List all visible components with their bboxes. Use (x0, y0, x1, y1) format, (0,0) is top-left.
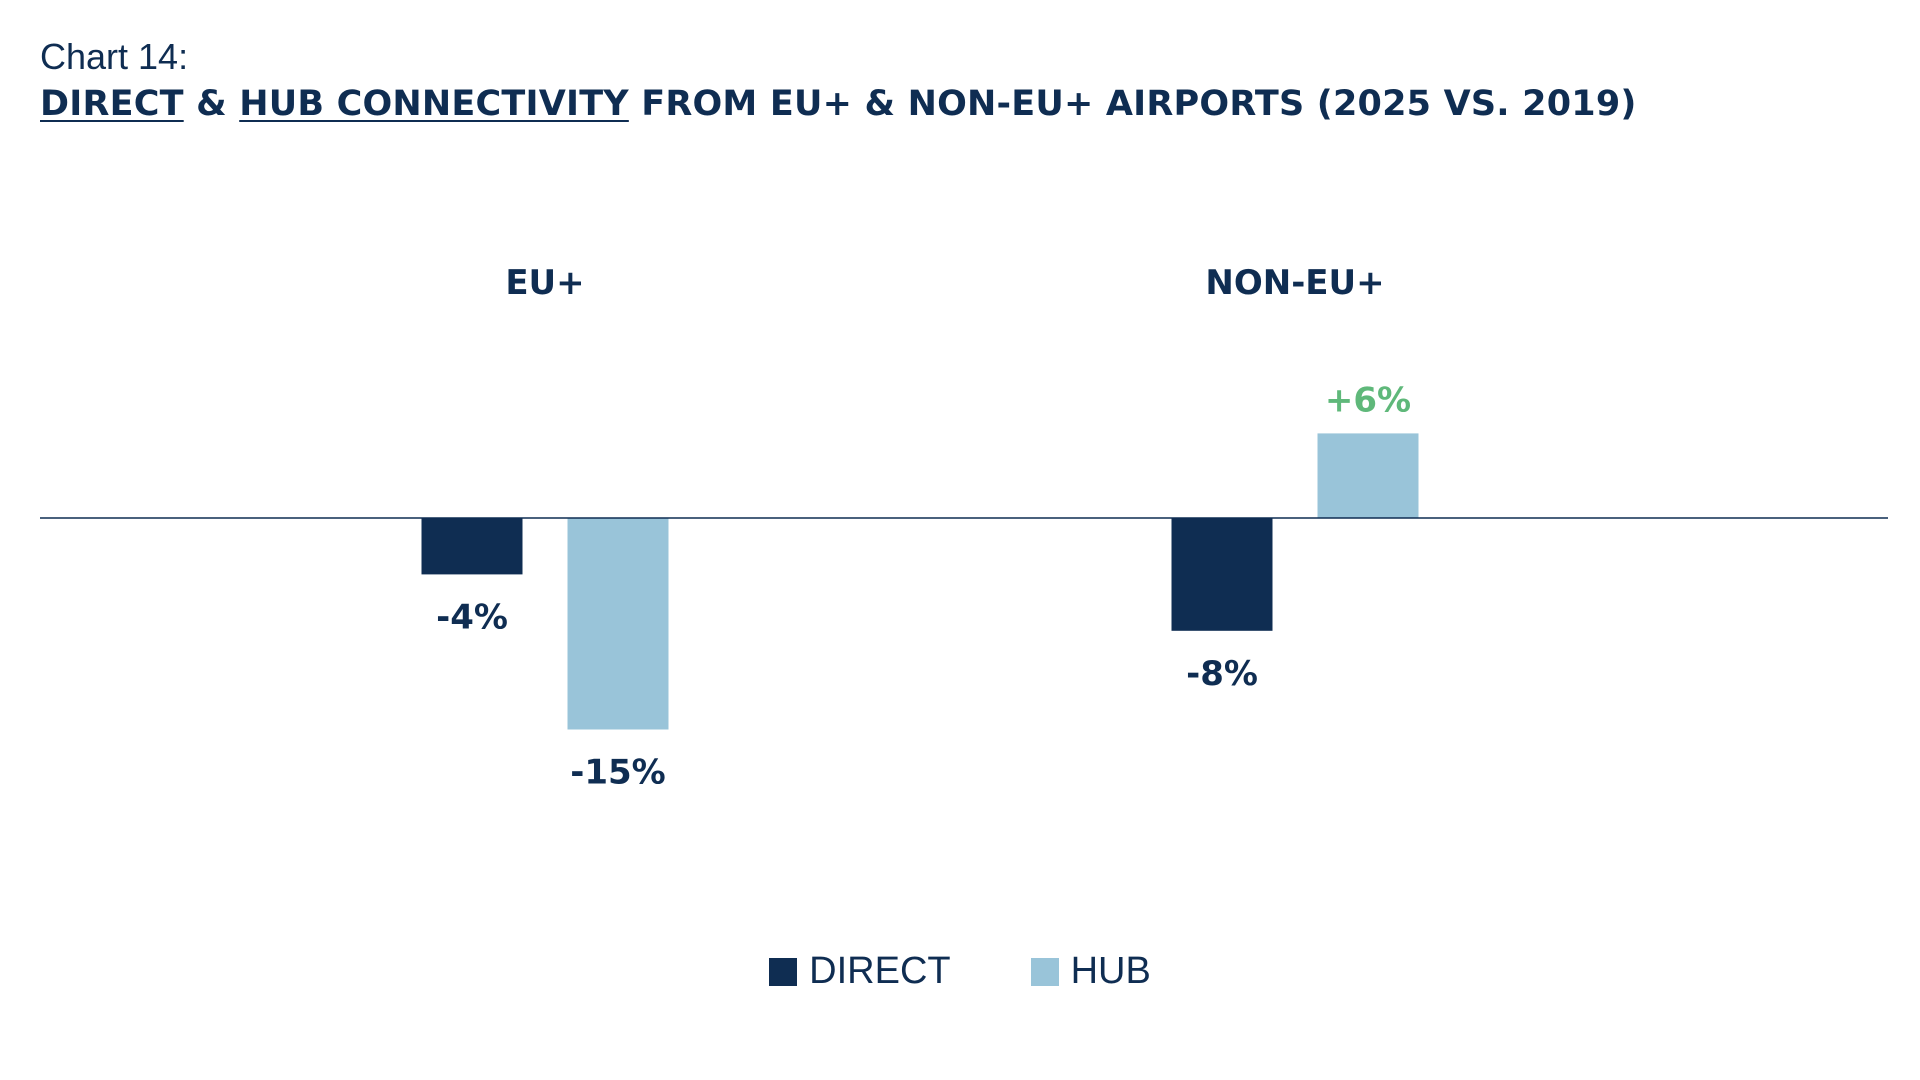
data-label-direct-0: -4% (436, 597, 508, 637)
category-label-non-eu: NON-EU+ (1205, 263, 1384, 303)
chart-legend: DIRECT HUB (0, 950, 1920, 993)
bar-direct-1 (1171, 518, 1273, 631)
title-ampersand: & (183, 84, 240, 124)
chart-title: DIRECT & HUB CONNECTIVITY FROM EU+ & NON… (40, 84, 1637, 124)
category-label-eu: EU+ (505, 263, 584, 303)
bar-direct-0 (421, 518, 523, 575)
legend-label-hub: HUB (1070, 950, 1151, 992)
legend-swatch-hub (1030, 957, 1059, 986)
chart-number-label: Chart 14: (40, 36, 189, 77)
legend-item-hub: HUB (1030, 950, 1151, 993)
title-rest: FROM EU+ & NON-EU+ AIRPORTS (2025 VS. 20… (628, 84, 1637, 124)
title-hub-connectivity: HUB CONNECTIVITY (239, 84, 629, 124)
bar-hub-0 (567, 518, 669, 730)
legend-label-direct: DIRECT (809, 950, 951, 992)
legend-swatch-direct (769, 957, 798, 986)
legend-item-direct: DIRECT (769, 950, 951, 993)
data-label-direct-1: -8% (1186, 654, 1258, 694)
bar-hub-1 (1317, 433, 1419, 518)
data-label-hub-0: -15% (570, 753, 666, 793)
title-direct: DIRECT (40, 84, 184, 124)
data-label-hub-1: +6% (1325, 380, 1411, 420)
